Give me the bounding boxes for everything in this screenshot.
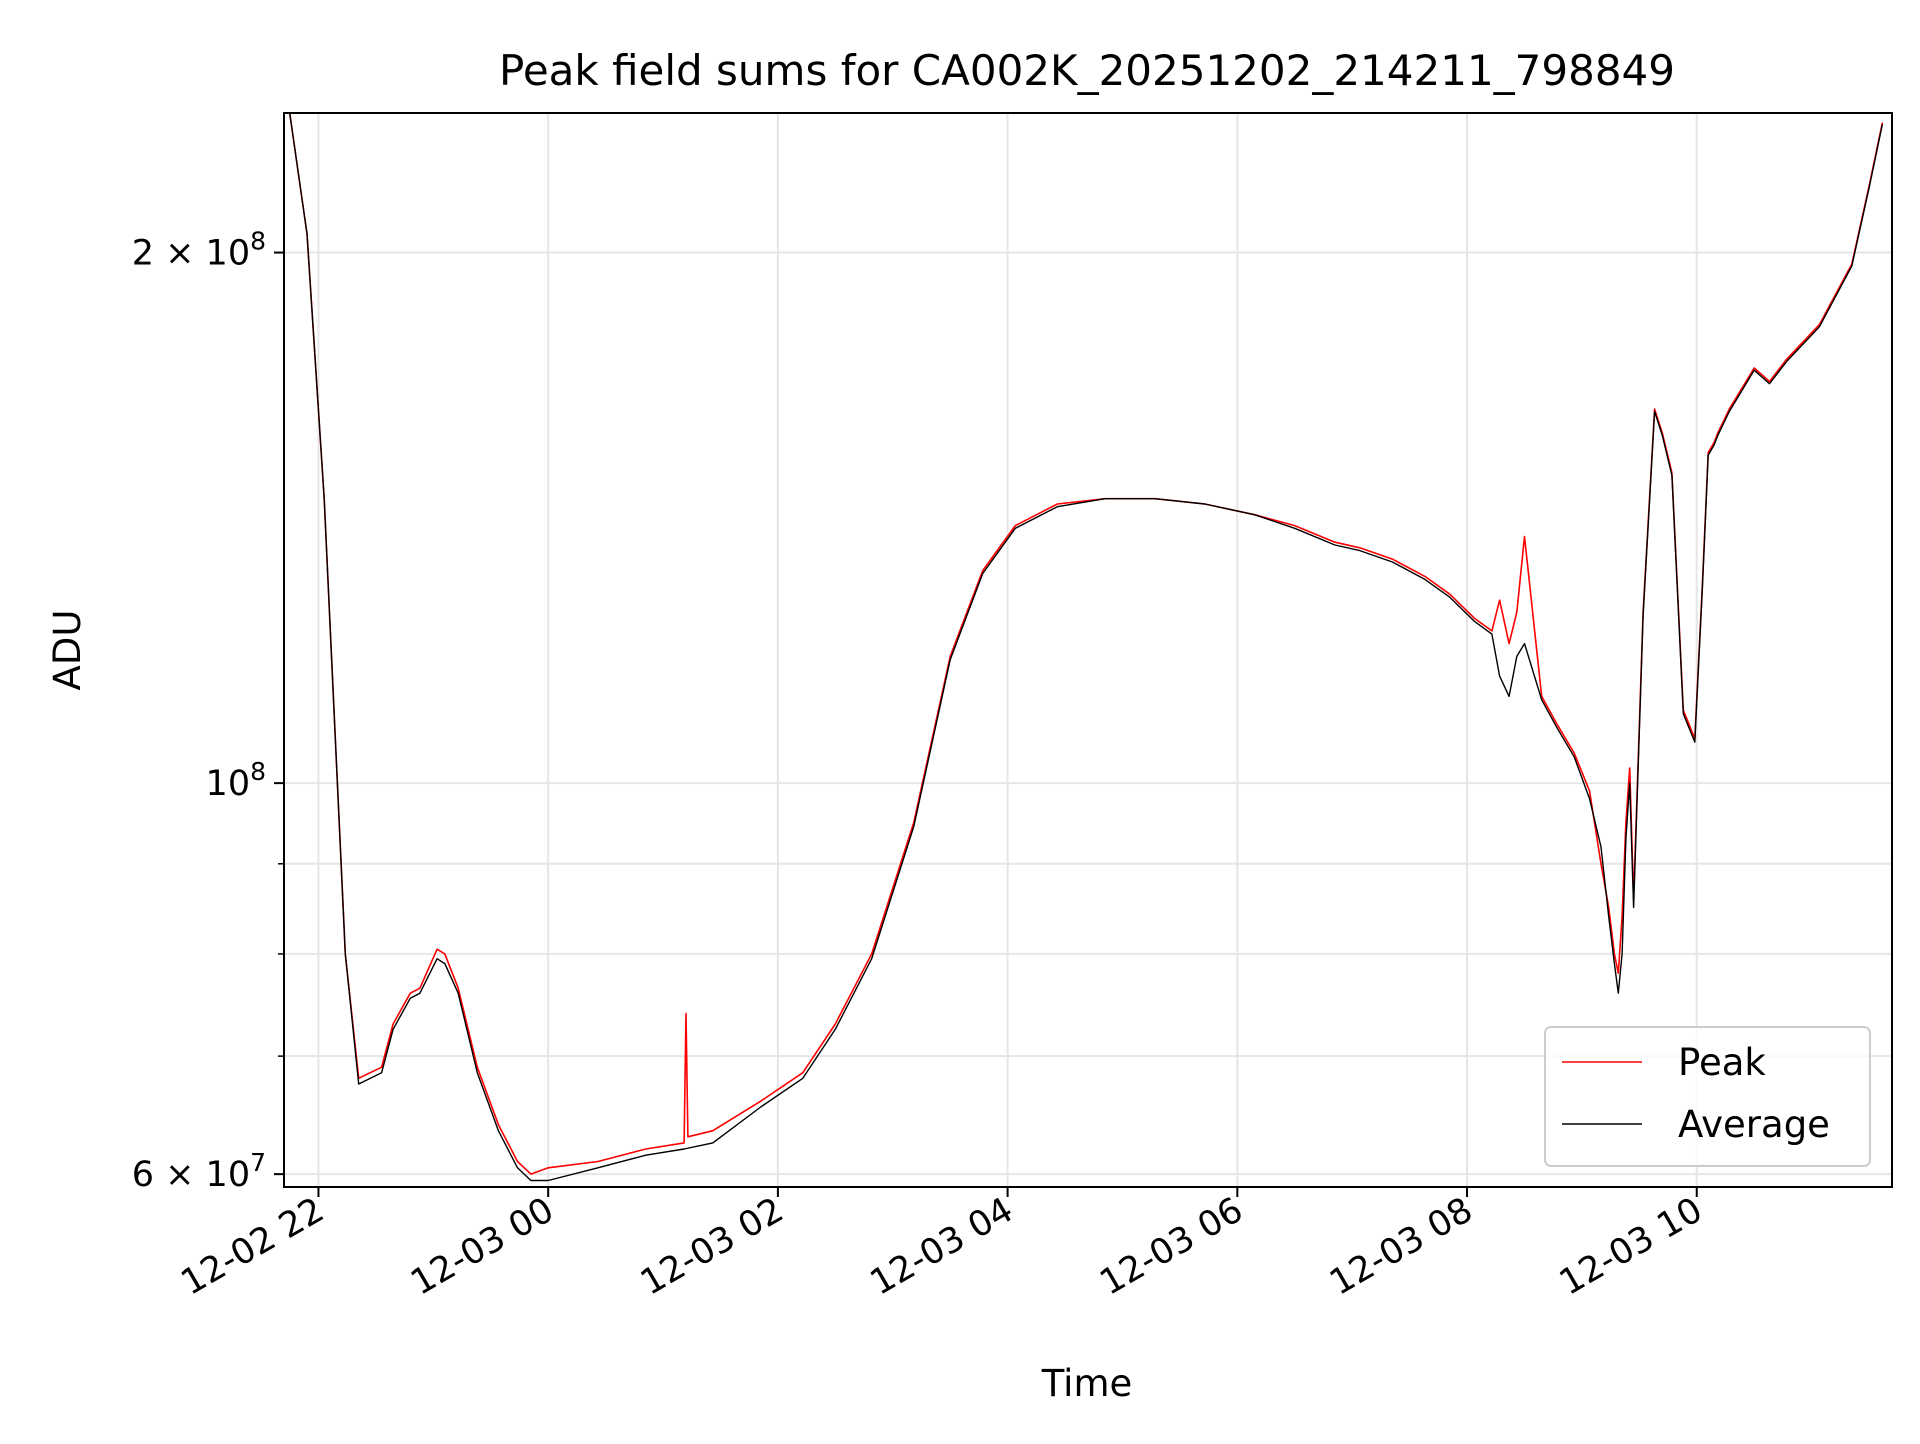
legend-label-average: Average [1678, 1103, 1830, 1146]
y-tick-label: 2 × 108 [132, 227, 266, 274]
series-line-peak [288, 113, 1884, 1175]
y-axis-label: ADU [46, 610, 89, 691]
y-tick-label-exponent: 8 [250, 227, 266, 256]
y-tick-label: 108 [206, 757, 266, 804]
y-tick-label-base: 10 [206, 764, 251, 804]
y-tick-label-exponent: 8 [250, 757, 266, 786]
y-tick-label: 6 × 107 [132, 1148, 266, 1195]
legend-label-peak: Peak [1678, 1041, 1766, 1084]
y-tick-label-base: 6 × 10 [132, 1155, 250, 1195]
y-tick-label-exponent: 7 [250, 1148, 266, 1177]
x-axis-label: Time [1041, 1362, 1133, 1405]
plot-frame [283, 112, 1893, 1188]
y-tick-label-base: 2 × 10 [132, 234, 250, 274]
chart-title: Peak field sums for CA002K_20251202_2142… [499, 46, 1675, 95]
series-layer [288, 113, 1884, 1182]
series-line-average [289, 113, 1884, 1182]
legend: Peak Average [1544, 1026, 1871, 1167]
